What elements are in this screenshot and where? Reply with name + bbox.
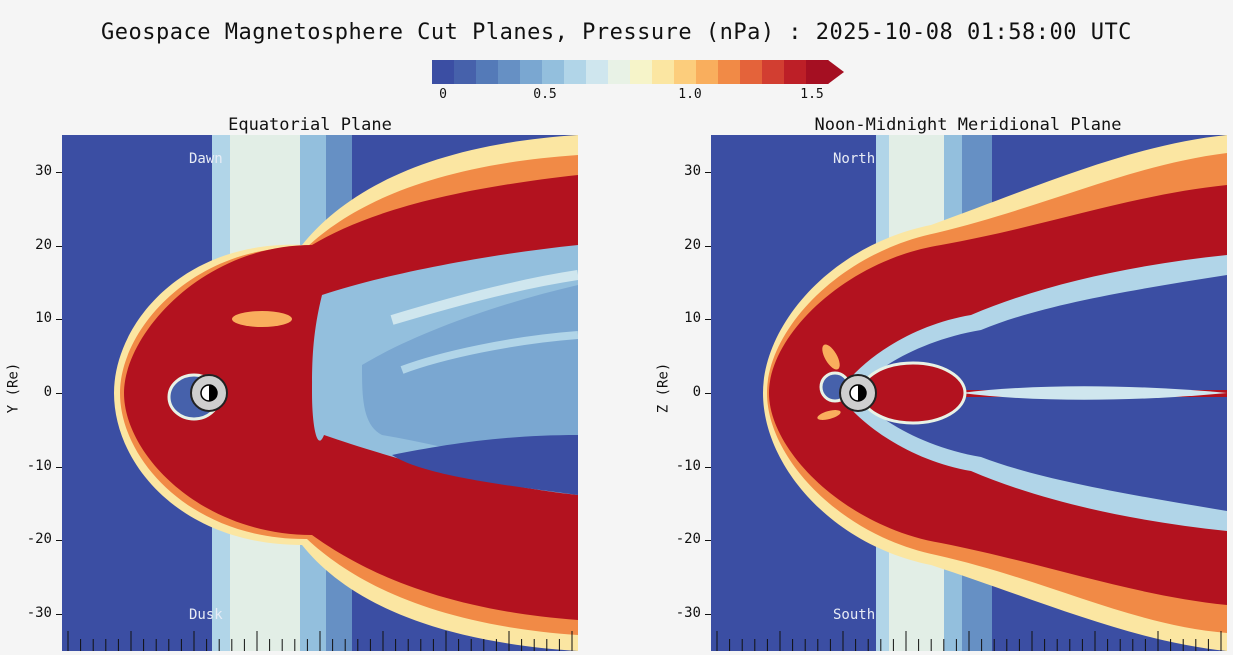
y-tick-label: 10 xyxy=(684,310,701,327)
colorbar-swatch xyxy=(454,60,477,84)
y-tick-mark xyxy=(705,540,711,542)
colorbar-tick-label: 0.5 xyxy=(533,87,557,102)
y-tick-label: 30 xyxy=(684,162,701,179)
pressure-blob xyxy=(232,311,292,327)
colorbar-swatch xyxy=(806,60,829,84)
y-tick-mark xyxy=(56,466,62,468)
y-tick-label: 0 xyxy=(43,384,52,400)
y-tick-mark xyxy=(705,245,711,247)
y-tick-label: 10 xyxy=(35,310,52,327)
y-tick-label: -30 xyxy=(26,605,52,622)
colorbar-swatch xyxy=(630,60,653,84)
colorbar-swatch xyxy=(476,60,499,84)
y-tick-mark xyxy=(705,466,711,468)
colorbar-swatch xyxy=(718,60,741,84)
colorbar-swatch xyxy=(762,60,785,84)
wake-streak xyxy=(390,270,578,325)
y-tick-label: -10 xyxy=(26,457,52,474)
colorbar-tick-label: 1.0 xyxy=(678,87,702,102)
colorbar-tick-label: 0 xyxy=(439,87,447,102)
earth-night-side xyxy=(858,385,866,401)
colorbar-swatch xyxy=(520,60,543,84)
y-tick-mark xyxy=(705,319,711,321)
equatorial-plane-plot: Dawn Dusk xyxy=(62,135,578,651)
y-tick-mark xyxy=(56,614,62,616)
colorbar-swatch xyxy=(784,60,807,84)
cusp-feature xyxy=(822,344,840,370)
colorbar xyxy=(432,60,844,84)
south-label: South xyxy=(833,607,876,623)
colorbar-tick-label: 1.5 xyxy=(800,87,824,102)
colorbar-swatch xyxy=(696,60,719,84)
colorbar-swatch xyxy=(564,60,587,84)
y-tick-mark xyxy=(56,171,62,173)
y-tick-label: 30 xyxy=(35,162,52,179)
dusk-label: Dusk xyxy=(189,607,223,623)
meridional-plane-title: Noon-Midnight Meridional Plane xyxy=(814,115,1122,135)
figure-title: Geospace Magnetosphere Cut Planes, Press… xyxy=(101,20,1132,45)
y-tick-mark xyxy=(56,245,62,247)
lobe-north-core xyxy=(861,275,1227,390)
y-tick-mark xyxy=(705,393,711,394)
y-tick-label: -20 xyxy=(26,531,52,548)
y-tick-mark xyxy=(705,614,711,616)
colorbar-swatch xyxy=(498,60,521,84)
colorbar-swatch xyxy=(542,60,565,84)
y-tick-mark xyxy=(56,319,62,321)
north-label: North xyxy=(833,151,876,167)
magnetotail-inner xyxy=(362,285,578,475)
dawn-label: Dawn xyxy=(189,151,223,167)
y-tick-label: -10 xyxy=(675,457,701,474)
colorbar-swatch xyxy=(432,60,455,84)
y-tick-label: -30 xyxy=(675,605,701,622)
magnetotail-core xyxy=(392,435,578,495)
colorbar-swatch xyxy=(674,60,697,84)
colorbar-extend-arrow xyxy=(828,60,844,84)
y-tick-label: -20 xyxy=(675,531,701,548)
earth-night-side xyxy=(209,385,217,401)
y-tick-mark xyxy=(705,171,711,173)
lobe-south-core xyxy=(861,397,1227,511)
colorbar-swatch xyxy=(586,60,609,84)
y-tick-label: 20 xyxy=(35,236,52,253)
y-tick-mark xyxy=(56,393,62,394)
y-tick-label: 20 xyxy=(684,236,701,253)
wake-streak xyxy=(400,331,578,374)
meridional-plane-plot: North South xyxy=(711,135,1227,651)
equatorial-plane-title: Equatorial Plane xyxy=(228,115,392,135)
colorbar-swatch xyxy=(608,60,631,84)
y-tick-label: 0 xyxy=(692,384,701,400)
y-tick-mark xyxy=(56,540,62,542)
plasma-sheet xyxy=(961,386,1227,400)
colorbar-swatch xyxy=(652,60,675,84)
cusp-feature xyxy=(817,410,841,420)
colorbar-swatch xyxy=(740,60,763,84)
